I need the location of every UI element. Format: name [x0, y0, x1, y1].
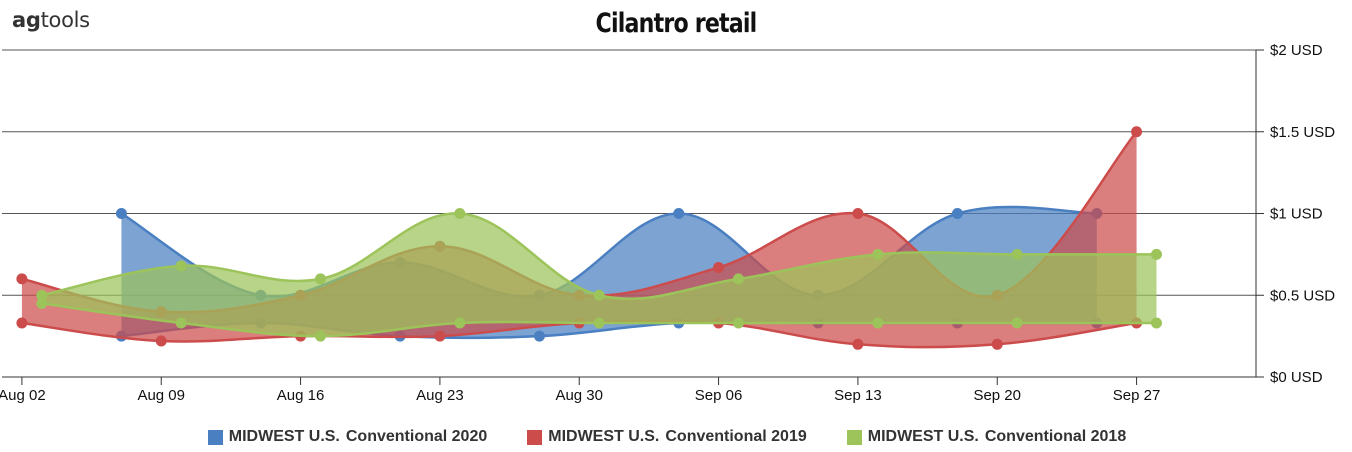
data-point-high [1150, 248, 1162, 260]
legend-item-2020[interactable]: MIDWEST U.S. Conventional 2020 [207, 428, 505, 446]
data-point-low [852, 338, 864, 350]
legend-type-2018: Conventional 2018 [984, 428, 1127, 445]
x-tick-label: Sep 06 [695, 387, 743, 404]
x-tick-label: Sep 27 [1113, 387, 1161, 404]
x-tick-label: Aug 30 [555, 387, 603, 404]
y-tick-label: $2 USD [1270, 42, 1323, 59]
legend-region-2018: MIDWEST U.S. [867, 428, 979, 445]
x-tick-label: Sep 20 [973, 387, 1021, 404]
y-tick-label: $0.5 USD [1270, 287, 1335, 304]
data-point-low [16, 317, 28, 329]
data-point-low [732, 317, 744, 329]
legend-item-2019[interactable]: MIDWEST U.S. Conventional 2019 [527, 428, 824, 446]
data-point-high [1131, 126, 1143, 138]
data-point-high [732, 273, 744, 285]
legend-region-2020: MIDWEST U.S. [228, 428, 340, 445]
chart-title: Cilantro retail [595, 8, 758, 39]
x-tick-label: Aug 16 [277, 387, 325, 404]
data-point-low [314, 330, 326, 342]
data-point-high [673, 208, 685, 219]
data-point-high [454, 208, 466, 219]
data-point-low [155, 335, 167, 347]
chart-legend: MIDWEST U.S. Conventional 2020 MIDWEST U… [0, 428, 1352, 446]
y-tick-label: $1.5 USD [1270, 124, 1335, 141]
data-point-low [175, 317, 187, 329]
x-tick-label: Sep 13 [834, 387, 882, 404]
series-area [41, 213, 1157, 337]
x-tick-label: Aug 09 [137, 387, 185, 404]
data-point-high [872, 248, 884, 260]
data-point-low [872, 317, 884, 329]
data-point-high [593, 289, 605, 301]
x-tick-label: Aug 23 [416, 387, 464, 404]
data-point-low [533, 330, 545, 342]
data-point-high [713, 261, 725, 273]
series-2 [36, 208, 1162, 342]
y-tick-label: $0 USD [1270, 369, 1323, 386]
data-point-low [991, 338, 1003, 350]
legend-swatch-2020 [207, 429, 223, 445]
data-point-low [1150, 317, 1162, 329]
data-point-high [852, 208, 864, 219]
data-point-high [314, 273, 326, 285]
data-point-low [1011, 317, 1023, 329]
data-point-high [951, 208, 963, 219]
x-tick-label: Aug 02 [0, 387, 46, 404]
data-point-high [1011, 248, 1023, 260]
legend-region-2019: MIDWEST U.S. [548, 428, 660, 445]
legend-type-2020: Conventional 2020 [345, 428, 488, 445]
data-point-high [16, 273, 28, 285]
y-tick-label: $1 USD [1270, 206, 1323, 223]
legend-swatch-2019 [527, 429, 543, 445]
legend-type-2019: Conventional 2019 [665, 428, 807, 445]
series-high-line [41, 212, 1157, 301]
data-point-low [36, 297, 48, 309]
legend-swatch-2018 [846, 429, 862, 445]
data-point-low [454, 317, 466, 329]
data-point-high [115, 208, 127, 219]
data-point-high [175, 260, 187, 272]
data-point-low [593, 317, 605, 329]
agtools-logo: agtools [12, 8, 90, 32]
data-point-high [36, 289, 48, 301]
legend-item-2018[interactable]: MIDWEST U.S. Conventional 2018 [846, 428, 1144, 446]
data-point-low [434, 330, 446, 342]
